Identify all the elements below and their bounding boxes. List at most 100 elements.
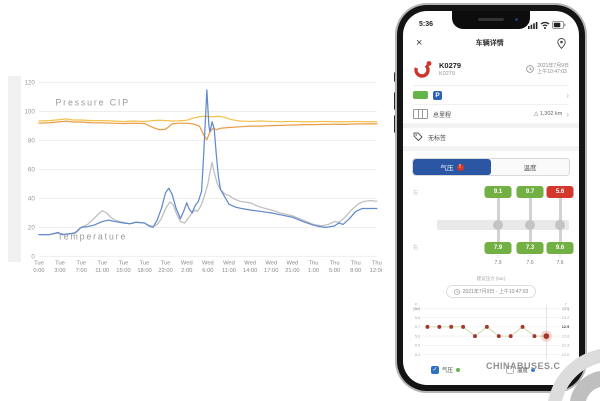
svg-text:5.9: 5.9 [415, 306, 420, 311]
tags-label: 无标签 [428, 135, 447, 142]
svg-text:P: P [415, 302, 418, 306]
clock-icon [526, 65, 535, 73]
mileage-label: 总里程 [433, 112, 452, 119]
location-pin-icon[interactable] [557, 37, 566, 49]
svg-text:[°C]: [°C] [563, 307, 569, 311]
svg-text:Tue: Tue [97, 261, 107, 267]
mileage-value: △ 1,302 km [533, 111, 563, 117]
tire-pressure-value[interactable]: 7.9 [484, 242, 512, 254]
tire-pressure-value[interactable]: 5.6 [546, 186, 574, 198]
svg-text:12.6: 12.6 [562, 333, 570, 338]
nav-bar: × 车辆详情 [403, 31, 579, 53]
svg-text:100: 100 [24, 109, 35, 116]
phone-volume-up-button [394, 92, 397, 110]
close-icon[interactable]: × [416, 37, 423, 49]
svg-text:120: 120 [24, 80, 35, 87]
tire-pressure-value[interactable]: 9.7 [516, 186, 544, 198]
svg-text:Wed: Wed [223, 261, 235, 267]
chassis-bar [437, 220, 569, 230]
svg-text:17:00: 17:00 [264, 268, 278, 274]
svg-text:Wed: Wed [244, 261, 256, 267]
svg-text:Pressure CIP: Pressure CIP [55, 97, 129, 107]
mileage-row[interactable]: 总里程 △ 1,302 km › [413, 105, 569, 123]
tire-pressure-diagram: 左 右 9.1 7.9 ▽ 7.9 9.7 7.3 ▽ 7.0 5.6 9.6 ▽ 7.6 [411, 184, 574, 274]
svg-text:8:00: 8:00 [350, 268, 361, 274]
axle-node [555, 220, 565, 230]
svg-text:0:00: 0:00 [33, 268, 44, 274]
blue-dot-icon [531, 368, 536, 372]
vehicle-header-row[interactable]: K0279 K0279 2021年7月9日 上午10:47:03 [413, 53, 569, 86]
battery-status-icon [413, 91, 428, 99]
svg-text:11:00: 11:00 [95, 268, 109, 274]
svg-text:12:00: 12:00 [370, 268, 382, 274]
axle-line [558, 197, 562, 223]
svg-text:Tue: Tue [34, 261, 44, 267]
status-time: 5:36 [419, 21, 434, 28]
tab-temperature[interactable]: 温度 [491, 159, 569, 175]
tag-icon [413, 132, 423, 141]
reference-marker-icon: ▽ [558, 254, 562, 259]
green-dot-icon [456, 368, 461, 372]
smartphone-mockup: 5:36 [397, 5, 585, 391]
odometer-icon [413, 109, 428, 119]
svg-text:Wed: Wed [202, 261, 214, 267]
tire-pressure-value[interactable]: 9.1 [484, 186, 512, 198]
brand-logo-icon [414, 61, 432, 78]
svg-text:5.7: 5.7 [415, 324, 420, 329]
svg-text:40: 40 [28, 195, 35, 202]
pressure-temperature-line-chart: 020406080100120Tue0:00Tue3:00Tue7:00Tue1… [24, 80, 382, 274]
side-label-right: 右 [413, 245, 419, 251]
vehicle-card: K0279 K0279 2021年7月9日 上午10:47:03 [403, 53, 579, 123]
svg-text:15:00: 15:00 [116, 268, 130, 274]
tab-pressure[interactable]: 气压 ! [413, 159, 491, 175]
section-separator [403, 123, 579, 128]
axle-column: 9.1 7.9 ▽ 7.9 [483, 184, 513, 274]
svg-text:Wed: Wed [287, 261, 299, 267]
battery-icon [552, 20, 566, 29]
svg-text:0: 0 [31, 253, 35, 260]
svg-text:7:00: 7:00 [76, 268, 87, 274]
checkbox-unchecked-icon[interactable] [506, 366, 515, 374]
chart-left-gutter [8, 76, 21, 262]
legend-temperature[interactable]: 温度 [506, 366, 536, 374]
status-bar: 5:36 [403, 11, 579, 31]
vehicle-status-row[interactable]: P › [413, 86, 569, 105]
svg-text:Tue: Tue [161, 261, 171, 267]
axle-node [493, 220, 503, 230]
checkbox-checked-icon[interactable]: ✓ [431, 366, 439, 374]
diagram-caption: 建议压力 (bar) [476, 276, 506, 281]
pressure-history-chart[interactable]: P[bar] T[°C] 5.9 13.5 5.8 13.2 5.7 12.9 5.6 12.6 5… [409, 300, 573, 364]
axle-node [525, 220, 535, 230]
tire-pressure-value[interactable]: 7.3 [516, 242, 544, 254]
svg-text:5.8: 5.8 [415, 315, 420, 320]
svg-text:13.5: 13.5 [562, 306, 570, 311]
vehicle-subid: K0279 [439, 71, 455, 77]
svg-text:2:00: 2:00 [181, 268, 192, 274]
svg-text:5.5: 5.5 [415, 343, 420, 348]
last-update-date: 2021年7月9日 [537, 62, 569, 69]
svg-text:12.9: 12.9 [562, 324, 570, 329]
svg-text:21:00: 21:00 [285, 268, 299, 274]
svg-text:Tue: Tue [76, 261, 86, 267]
chart-legend: ✓ 气压 温度 [403, 366, 579, 374]
vehicle-id: K0279 [439, 61, 462, 70]
watermark-swoosh [548, 349, 600, 401]
cellular-signal-icon [528, 21, 538, 29]
axle-line [496, 197, 500, 223]
svg-text:14:00: 14:00 [243, 268, 257, 274]
tooltip-timestamp: 2021年7月9日 · 上午10:47:03 [462, 289, 529, 295]
svg-text:3:00: 3:00 [54, 268, 65, 274]
parking-status-icon: P [433, 90, 442, 100]
chevron-right-icon: › [566, 109, 569, 119]
phone-notch [452, 11, 530, 29]
tire-pressure-value[interactable]: 9.6 [546, 242, 574, 254]
side-label-left: 左 [413, 190, 419, 196]
reference-pressure-value: 7.9 [494, 260, 502, 266]
pressure-temperature-tabs: 气压 ! 温度 [412, 158, 570, 176]
svg-text:20: 20 [28, 224, 35, 231]
tags-row[interactable]: 无标签 [413, 128, 569, 146]
svg-text:Thu: Thu [330, 261, 340, 267]
legend-pressure[interactable]: ✓ 气压 [431, 366, 461, 374]
alert-badge: ! [456, 163, 464, 171]
